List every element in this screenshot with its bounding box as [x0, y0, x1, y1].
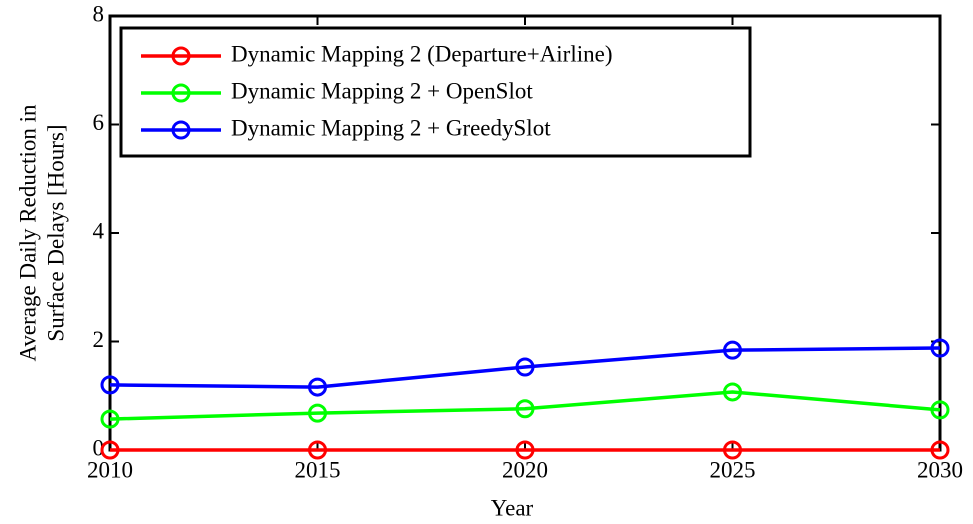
series-line	[109, 346, 941, 389]
y-tick-label: 6	[93, 110, 105, 135]
marker	[930, 338, 950, 358]
y-tick-label: 0	[93, 435, 105, 460]
marker	[515, 440, 535, 460]
x-axis-label: Year	[491, 495, 534, 520]
x-tick-label: 2030	[917, 457, 963, 482]
legend-label: Dynamic Mapping 2 + GreedySlot	[231, 115, 551, 140]
marker	[515, 357, 535, 377]
y-tick-label: 2	[93, 327, 105, 352]
y-tick-label: 8	[93, 1, 105, 26]
legend-label: Dynamic Mapping 2 (Departure+Airline)	[231, 41, 613, 66]
marker	[100, 440, 120, 460]
y-tick-label: 4	[93, 218, 105, 243]
legend-box	[119, 26, 752, 158]
x-tick-label: 2015	[295, 457, 341, 482]
legend-marker	[171, 46, 191, 66]
series-line	[109, 390, 941, 421]
legend-label: Dynamic Mapping 2 + OpenSlot	[231, 78, 533, 103]
y-axis-label: Average Daily Reduction in	[15, 104, 40, 361]
marker	[308, 403, 327, 423]
marker	[930, 440, 950, 460]
marker	[100, 409, 120, 429]
marker	[930, 400, 950, 420]
marker	[308, 440, 327, 460]
marker	[723, 382, 742, 402]
marker	[308, 377, 327, 397]
x-tick-label: 2010	[87, 457, 133, 482]
legend-marker	[171, 83, 191, 103]
marker	[100, 375, 120, 395]
marker	[723, 440, 742, 460]
y-axis-label: Surface Delays [Hours]	[43, 124, 68, 341]
marker	[723, 340, 742, 360]
x-tick-label: 2025	[710, 457, 756, 482]
marker	[515, 399, 535, 419]
x-tick-label: 2020	[502, 457, 548, 482]
legend-marker	[171, 120, 191, 140]
